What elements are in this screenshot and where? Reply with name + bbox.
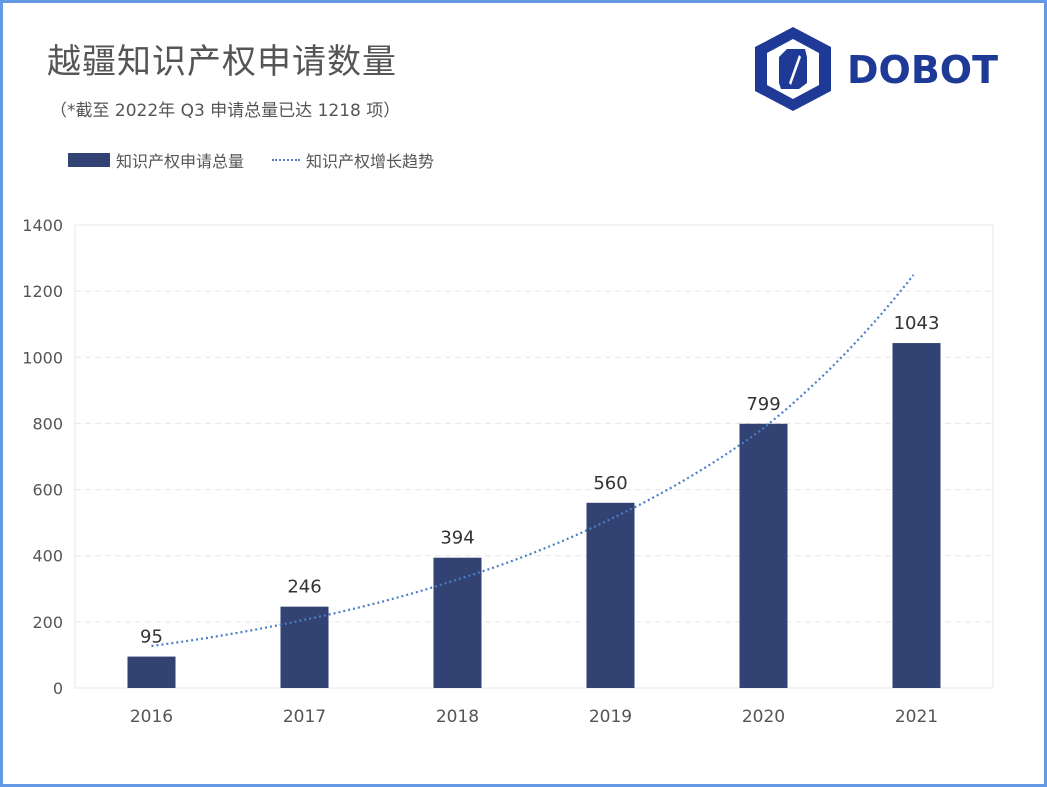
bar-2021: [892, 343, 941, 688]
dobot-logo: DOBOT: [755, 27, 1000, 115]
x-tick-label: 2021: [895, 707, 938, 727]
x-tick-label: 2018: [436, 707, 479, 727]
plot-area: [74, 224, 994, 689]
y-tick-label: 200: [32, 613, 63, 632]
legend-trend-label: 知识产权增长趋势: [306, 152, 435, 171]
logo-text: DOBOT: [847, 48, 998, 92]
legend-trend-swatch: [272, 159, 301, 161]
x-tick-label: 2017: [283, 707, 326, 727]
bar-2020: [739, 423, 788, 688]
x-tick-label: 2019: [589, 707, 632, 727]
legend-bar-label: 知识产权申请总量: [116, 152, 245, 171]
trend-line: [151, 274, 915, 648]
legend-bar-swatch: [68, 153, 110, 167]
x-tick-label: 2020: [742, 707, 785, 727]
x-tick-label: 2016: [130, 707, 173, 727]
y-tick-label: 1200: [22, 282, 63, 301]
data-label: 394: [440, 528, 474, 549]
chart-subtitle: （*截至 2022年 Q3 申请总量已达 1218 项）: [50, 101, 401, 121]
y-tick-label: 1400: [22, 216, 63, 235]
data-label: 95: [140, 627, 163, 648]
data-label: 246: [287, 577, 321, 598]
y-tick-label: 0: [53, 679, 63, 698]
chart-title: 越疆知识产权申请数量: [47, 42, 397, 82]
bar-2019: [586, 502, 635, 688]
data-label: 560: [593, 473, 627, 494]
y-tick-label: 1000: [22, 348, 63, 367]
data-label: 1043: [894, 313, 940, 334]
bar-2018: [433, 557, 482, 688]
y-tick-label: 400: [32, 547, 63, 566]
y-tick-label: 600: [32, 481, 63, 500]
y-tick-label: 800: [32, 414, 63, 433]
bar-2016: [127, 656, 176, 688]
data-label: 799: [746, 394, 780, 415]
legend: 知识产权申请总量 知识产权增长趋势: [68, 148, 434, 172]
